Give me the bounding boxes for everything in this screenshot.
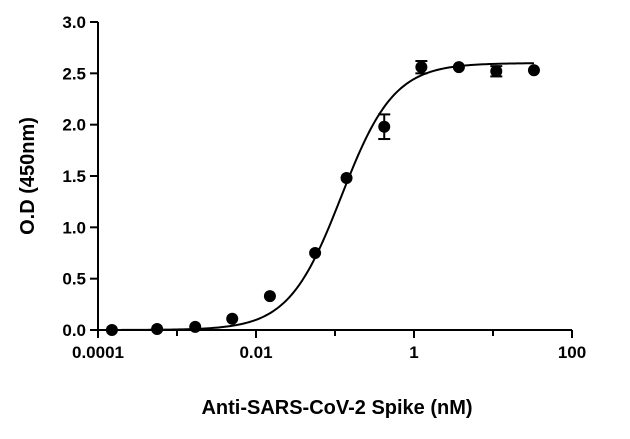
data-point <box>189 320 202 333</box>
data-points <box>105 60 540 336</box>
data-point <box>452 61 465 74</box>
data-point <box>490 65 503 78</box>
y-tick-label: 0.5 <box>62 270 86 289</box>
x-tick-label: 0.01 <box>239 343 272 362</box>
fit-curve <box>111 62 534 331</box>
x-tick-label: 1 <box>409 343 418 362</box>
data-point <box>263 290 276 303</box>
y-tick-label: 0.0 <box>62 321 86 340</box>
data-point <box>309 247 322 259</box>
x-axis-title: Anti-SARS-CoV-2 Spike (nM) <box>201 397 472 419</box>
y-axis-title: O.D (450nm) <box>17 117 39 235</box>
data-point <box>151 322 164 335</box>
y-tick-label: 2.5 <box>62 64 86 83</box>
data-point <box>226 312 239 325</box>
y-tick-label: 1.5 <box>62 167 86 186</box>
y-tick-label: 2.0 <box>62 116 86 135</box>
data-point <box>527 64 540 77</box>
data-point <box>105 324 118 336</box>
data-point <box>415 61 428 74</box>
y-tick-label: 3.0 <box>62 13 86 32</box>
ticks: 0.0 0.5 1.0 1.5 2.0 2.5 3.0 0.0001 0.01 1 100 <box>62 13 586 362</box>
x-tick-label: 0.0001 <box>72 343 124 362</box>
x-tick-label: 100 <box>558 343 586 362</box>
data-point <box>378 120 391 133</box>
fit-curve-layer <box>111 62 534 331</box>
data-point <box>340 172 353 185</box>
y-tick-label: 1.0 <box>62 218 86 237</box>
